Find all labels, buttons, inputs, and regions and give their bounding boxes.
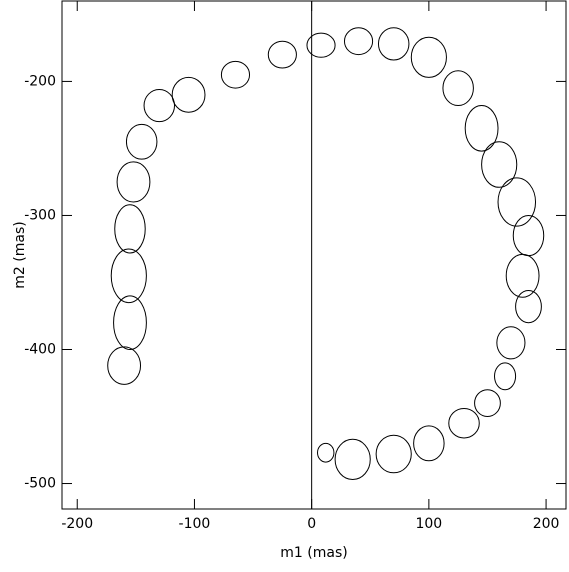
y-tick-label: -400 <box>24 341 56 357</box>
error-ellipse <box>113 295 147 350</box>
error-ellipse <box>114 204 146 254</box>
error-ellipse <box>110 248 147 304</box>
error-ellipse <box>494 362 517 391</box>
x-tick-label: 0 <box>307 516 316 532</box>
x-axis-title: m1 (mas) <box>280 545 347 561</box>
x-tick-label: 100 <box>415 516 442 532</box>
error-ellipse <box>515 290 542 324</box>
error-ellipse <box>143 88 176 123</box>
error-ellipse <box>220 60 251 89</box>
y-tick-label: -500 <box>24 476 56 492</box>
x-tick-label: -100 <box>179 516 211 532</box>
error-ellipse <box>505 253 540 298</box>
error-ellipse <box>107 346 142 385</box>
error-ellipse <box>496 326 526 360</box>
error-ellipse <box>171 76 206 113</box>
plot-frame <box>61 0 567 510</box>
error-ellipse <box>410 36 447 78</box>
error-ellipse <box>116 161 151 203</box>
error-ellipse <box>481 141 518 188</box>
y-tick-label: -200 <box>24 73 56 89</box>
error-ellipse <box>375 434 412 474</box>
error-ellipse <box>413 425 445 462</box>
y-axis-title: m2 (mas) <box>12 221 28 288</box>
error-ellipse <box>464 105 499 152</box>
x-tick-label: 200 <box>533 516 560 532</box>
error-ellipse <box>448 407 480 439</box>
error-ellipse <box>442 70 474 107</box>
y-tick-label: -300 <box>24 207 56 223</box>
error-ellipse <box>377 27 410 61</box>
error-ellipse <box>267 40 297 69</box>
error-ellipse <box>317 442 335 463</box>
error-ellipse <box>474 389 501 418</box>
error-ellipse <box>334 438 371 481</box>
x-tick-label: -200 <box>61 516 93 532</box>
error-ellipse <box>343 27 374 56</box>
error-ellipse <box>125 123 158 160</box>
error-ellipse <box>306 32 336 58</box>
error-ellipse <box>497 177 537 227</box>
